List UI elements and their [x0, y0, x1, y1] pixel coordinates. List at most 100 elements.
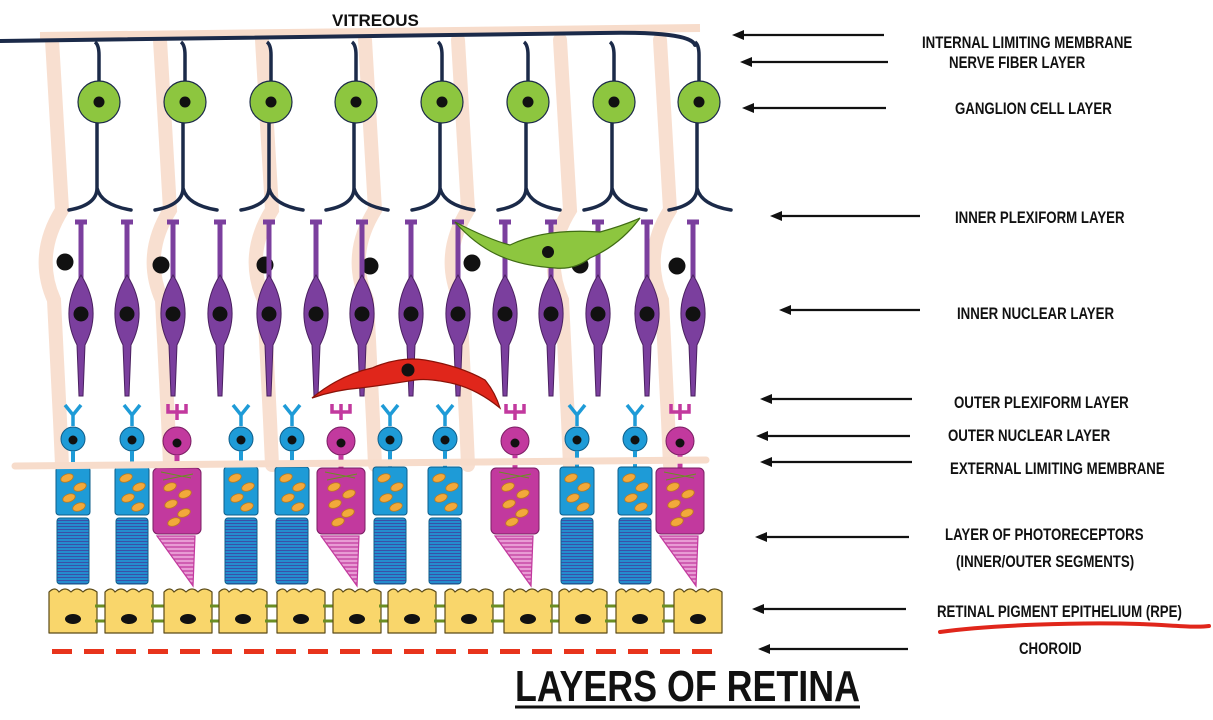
- bipolar-cell-body: [160, 274, 186, 397]
- rpe-nucleus: [632, 614, 648, 624]
- choroid-dash: [660, 649, 680, 654]
- choroid-dash: [116, 649, 136, 654]
- rod-nucleus: [630, 435, 640, 445]
- arrow-head: [752, 604, 764, 614]
- horizontal-nucleus: [401, 363, 415, 377]
- rpe-cell: [444, 588, 494, 634]
- label-arrow: [779, 305, 920, 315]
- rpe-nucleus: [404, 614, 420, 624]
- rod-mitochondrion: [564, 473, 578, 483]
- internal-limiting-membrane: [0, 30, 697, 47]
- cone-outer-segment-shape: [493, 535, 534, 588]
- rod-mitochondrion: [240, 502, 254, 512]
- bipolar-dendrite: [641, 219, 653, 283]
- rpe-cell: [503, 588, 553, 634]
- ganglion-nucleus: [522, 96, 534, 108]
- rod-mitochondrion: [62, 493, 76, 503]
- bipolar-nucleus: [73, 306, 89, 322]
- ganglion-nucleus: [265, 96, 277, 108]
- choroid-dash: [596, 649, 616, 654]
- choroid-dashes: [52, 649, 712, 654]
- rod-mitochondrion: [292, 482, 306, 492]
- ganglion-dendrite: [239, 121, 305, 212]
- cone-outer-segment: [155, 535, 196, 588]
- cone-outer-segment-shape: [155, 535, 196, 588]
- bipolar-cell-body: [538, 274, 564, 397]
- bipolar-cell-body: [303, 274, 329, 397]
- rod-synapse: [122, 403, 142, 426]
- rod-outer-segment: [373, 517, 407, 585]
- rod-mitochondrion: [119, 473, 133, 483]
- horizontal-cell-body: [311, 358, 502, 410]
- rod-mitochondrion: [379, 493, 393, 503]
- arrow-head: [760, 457, 772, 467]
- rpe-cell: [218, 588, 268, 634]
- label-external-limiting-membrane: EXTERNAL LIMITING MEMBRANE: [950, 460, 1165, 479]
- ganglion-axon: [350, 40, 358, 81]
- arrow-head: [742, 103, 754, 113]
- bipolar-dendrite: [263, 219, 275, 283]
- rod-mitochondrion: [72, 502, 86, 512]
- ganglion-axon: [179, 40, 187, 81]
- ganglion-dendrite: [153, 121, 219, 212]
- cone-mitochondrion: [516, 489, 530, 499]
- diagram-title: LAYERS OF RETINA: [515, 662, 860, 711]
- rpe-cell: [673, 588, 723, 634]
- rpe-nucleus: [349, 614, 365, 624]
- bipolar-cell-body: [634, 274, 660, 397]
- ganglion-nucleus: [436, 96, 448, 108]
- rod-outer-segment: [560, 517, 594, 585]
- cone-synapse: [330, 404, 352, 420]
- nerve-fiber-line: [0, 30, 697, 47]
- rpe-cell: [276, 588, 326, 634]
- bipolar-cell-body: [398, 274, 424, 397]
- label-arrows: [732, 30, 920, 654]
- bipolar-cell-body: [256, 274, 282, 397]
- choroid-dash: [372, 649, 392, 654]
- rod-outer-segment: [115, 517, 149, 585]
- rpe-nucleus: [293, 614, 309, 624]
- rpe-cell: [163, 588, 213, 634]
- rpe-nucleus: [690, 614, 706, 624]
- rpe-nucleus: [180, 614, 196, 624]
- rod-mitochondrion: [390, 482, 404, 492]
- label-arrow: [756, 431, 910, 441]
- muller-nucleus: [152, 256, 170, 274]
- muller-nucleus: [463, 254, 481, 272]
- rod-mitochondrion: [121, 493, 135, 503]
- rod-mitochondrion: [60, 473, 74, 483]
- rod-outer-segment: [275, 517, 309, 585]
- label-arrow: [758, 644, 908, 654]
- rod-synapse: [380, 403, 400, 426]
- rod-nucleus: [572, 435, 582, 445]
- label-photoreceptor-layer: LAYER OF PHOTORECEPTORS: [945, 526, 1144, 545]
- rod-mitochondrion: [624, 493, 638, 503]
- rod-nucleus: [127, 435, 137, 445]
- amacrine-cell-body: [454, 217, 641, 269]
- choroid-dash: [276, 649, 296, 654]
- bipolar-nucleus: [639, 306, 655, 322]
- rod-outer-segment: [56, 517, 90, 585]
- ganglion-dendrite: [496, 121, 562, 212]
- rpe-cell: [104, 588, 154, 634]
- choroid-dash: [244, 649, 264, 654]
- bipolar-dendrite: [214, 219, 226, 283]
- bipolar-nucleus: [354, 306, 370, 322]
- rod-synapse: [435, 403, 455, 426]
- cone-synapse: [669, 404, 691, 420]
- choroid-dash: [84, 649, 104, 654]
- elm-line: [11, 456, 710, 470]
- label-retinal-pigment-epithelium: RETINAL PIGMENT EPITHELIUM (RPE): [937, 603, 1182, 622]
- muller-nucleus: [56, 253, 74, 271]
- choroid-dash: [564, 649, 584, 654]
- label-arrow: [760, 394, 912, 404]
- ganglion-axon: [436, 40, 444, 81]
- rod-synapse: [625, 403, 645, 426]
- amacrine-nucleus: [542, 246, 554, 258]
- label-outer-plexiform-layer: OUTER PLEXIFORM LAYER: [954, 394, 1129, 413]
- rod-mitochondrion: [566, 493, 580, 503]
- cone-mitochondrion: [666, 482, 680, 492]
- arrow-head: [740, 57, 752, 67]
- rod-mitochondrion: [230, 493, 244, 503]
- cone-mitochondrion: [341, 508, 355, 518]
